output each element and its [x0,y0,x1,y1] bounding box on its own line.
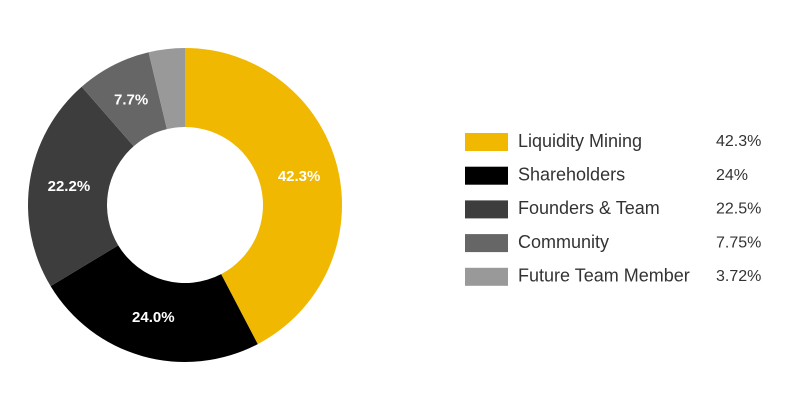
legend-swatch [465,234,508,253]
legend-swatch [465,200,508,219]
legend-label: Founders & Team [518,198,660,218]
legend-label: Future Team Member [518,266,690,286]
slice-label: 7.7% [114,92,148,109]
legend-value: 42.3% [716,133,761,150]
slice-label: 42.3% [278,168,321,185]
slice-label: 22.2% [48,178,91,195]
slice [27,86,134,287]
slice [185,48,343,345]
legend-value: 24% [716,167,748,184]
legend-swatch [465,267,508,286]
slice-label: 24.0% [132,309,175,326]
legend-value: 3.72% [716,268,761,285]
legend-label: Community [518,232,609,252]
legend-label: Liquidity Mining [518,131,642,151]
slice [148,48,185,130]
legend-swatch [465,166,508,185]
legend-value: 22.5% [716,201,761,218]
legend-value: 7.75% [716,234,761,251]
slice [50,245,258,362]
slice [81,52,167,147]
legend-label: Shareholders [518,164,625,184]
legend-swatch [465,133,508,151]
